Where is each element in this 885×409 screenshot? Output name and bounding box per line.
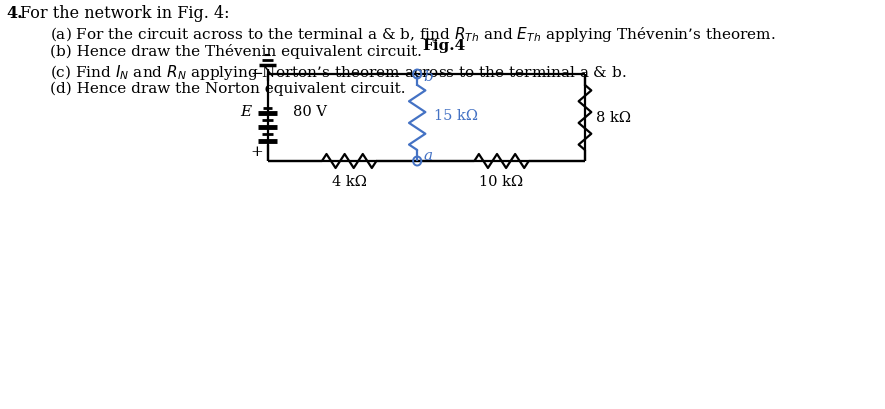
Text: (a) For the circuit across to the terminal a & b, find $R_{Th}$ and $E_{Th}$ app: (a) For the circuit across to the termin…	[50, 25, 775, 44]
Text: (d) Hence draw the Norton equivalent circuit.: (d) Hence draw the Norton equivalent cir…	[50, 82, 405, 97]
Text: 10 kΩ: 10 kΩ	[480, 175, 524, 189]
Text: 15 kΩ: 15 kΩ	[434, 108, 478, 123]
Text: 8 kΩ: 8 kΩ	[596, 110, 631, 124]
Text: +: +	[250, 146, 263, 160]
Text: b: b	[424, 70, 434, 84]
Text: −: −	[250, 67, 263, 81]
Text: (b) Hence draw the Thévenin equivalent circuit.: (b) Hence draw the Thévenin equivalent c…	[50, 44, 422, 59]
Text: 4 kΩ: 4 kΩ	[332, 175, 366, 189]
Text: 4.: 4.	[6, 5, 23, 22]
Text: For the network in Fig. 4:: For the network in Fig. 4:	[20, 5, 229, 22]
Text: (c) Find $I_N$ and $R_N$ applying Norton’s theorem across to the terminal a & b.: (c) Find $I_N$ and $R_N$ applying Norton…	[50, 63, 627, 82]
Text: 80 V: 80 V	[293, 106, 327, 119]
Text: a: a	[424, 149, 433, 163]
Text: Fig.4: Fig.4	[423, 39, 466, 53]
Text: E: E	[240, 106, 251, 119]
